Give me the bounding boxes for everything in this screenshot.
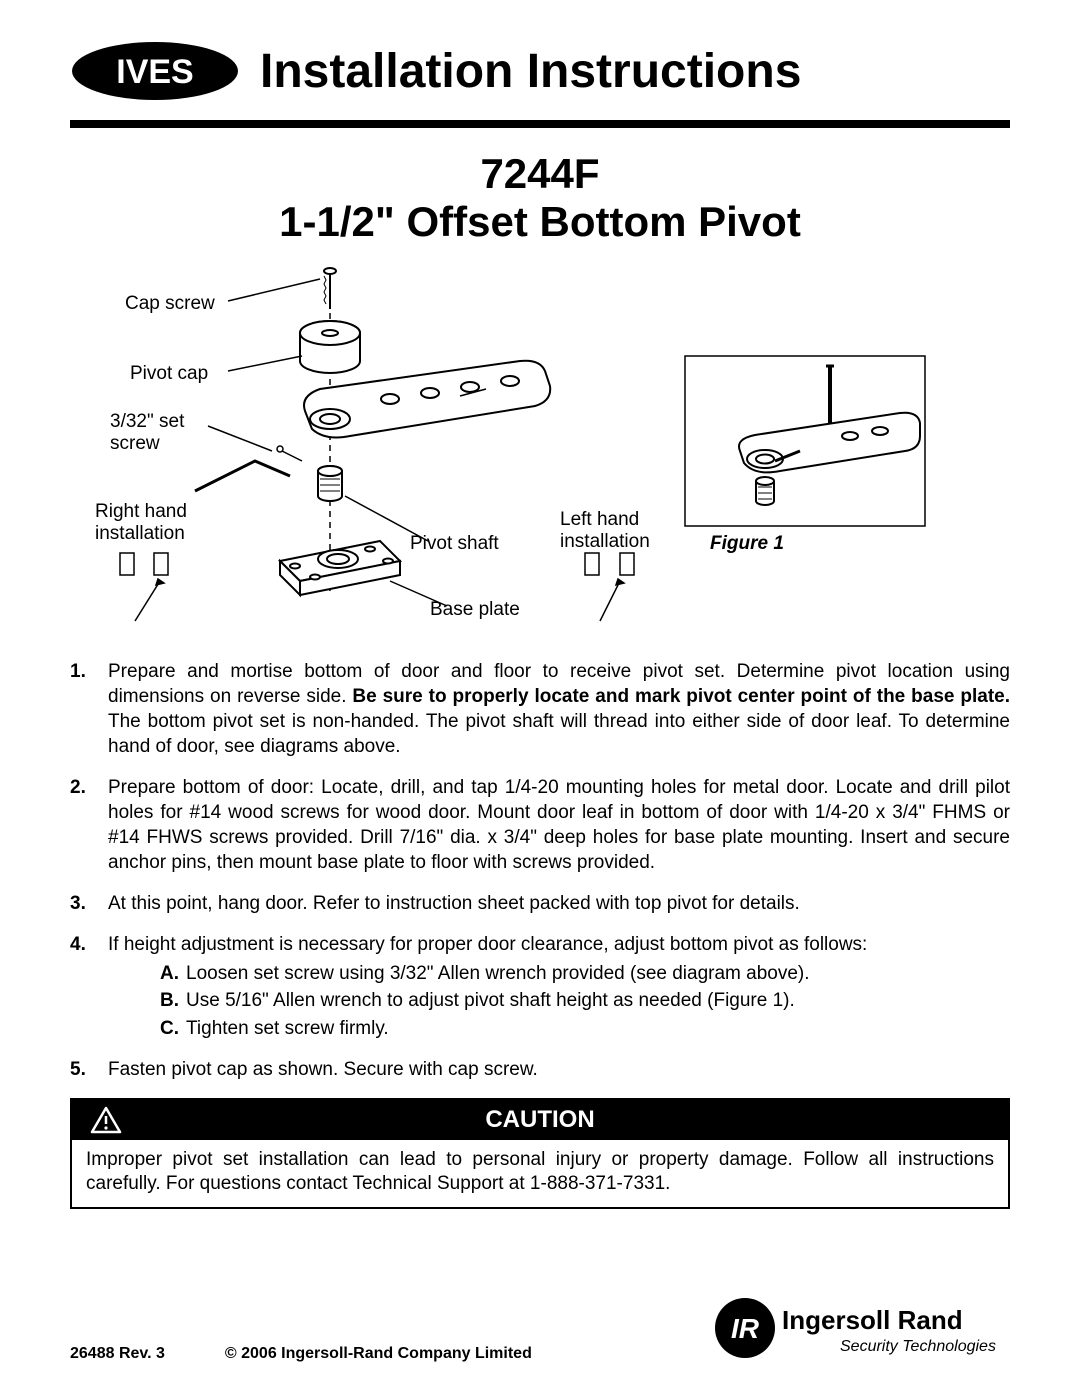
exploded-diagram-icon — [90, 261, 670, 631]
product-name: 1-1/2" Offset Bottom Pivot — [279, 198, 801, 245]
step-4: If height adjustment is necessary for pr… — [70, 932, 1010, 1040]
substep-list: A.Loosen set screw using 3/32" Allen wre… — [108, 961, 1010, 1040]
footer-text: 26488 Rev. 3 © 2006 Ingersoll-Rand Compa… — [70, 1345, 532, 1363]
step-5: Fasten pivot cap as shown. Secure with c… — [70, 1057, 1010, 1082]
caution-title: CAUTION — [485, 1106, 594, 1134]
caution-body: Improper pivot set installation can lead… — [72, 1140, 1008, 1207]
figure-1-icon — [680, 351, 930, 541]
footer-copyright: © 2006 Ingersoll-Rand Company Limited — [225, 1345, 532, 1363]
step-1: Prepare and mortise bottom of door and f… — [70, 659, 1010, 759]
header-divider — [70, 120, 1010, 128]
warning-triangle-icon — [90, 1106, 122, 1134]
caution-box: CAUTION Improper pivot set installation … — [70, 1098, 1010, 1209]
product-model: 7244F — [480, 150, 599, 197]
svg-text:Ingersoll Rand: Ingersoll Rand — [782, 1305, 963, 1335]
footer-rev: 26488 Rev. 3 — [70, 1345, 165, 1363]
document-header: IVES Installation Instructions — [70, 40, 1010, 102]
step-3: At this point, hang door. Refer to instr… — [70, 891, 1010, 916]
main-title: Installation Instructions — [260, 44, 801, 99]
instruction-list: Prepare and mortise bottom of door and f… — [70, 659, 1010, 1082]
substep-b: B.Use 5/16" Allen wrench to adjust pivot… — [160, 988, 1010, 1013]
substep-a: A.Loosen set screw using 3/32" Allen wre… — [160, 961, 1010, 986]
svg-text:IVES: IVES — [116, 53, 193, 91]
ives-logo-icon: IVES — [70, 40, 240, 102]
svg-text:IR: IR — [731, 1313, 760, 1344]
step-2: Prepare bottom of door: Locate, drill, a… — [70, 775, 1010, 875]
caution-header: CAUTION — [72, 1100, 1008, 1140]
page-footer: 26488 Rev. 3 © 2006 Ingersoll-Rand Compa… — [70, 1293, 1010, 1363]
ingersoll-rand-logo-icon: IR Ingersoll Rand Security Technologies — [710, 1293, 1010, 1363]
substep-c: C.Tighten set screw firmly. — [160, 1016, 1010, 1041]
svg-text:Security Technologies: Security Technologies — [840, 1338, 996, 1355]
product-title: 7244F 1-1/2" Offset Bottom Pivot — [70, 150, 1010, 247]
diagram-area: Cap screw Pivot cap 3/32" set screw Righ… — [70, 261, 1010, 641]
